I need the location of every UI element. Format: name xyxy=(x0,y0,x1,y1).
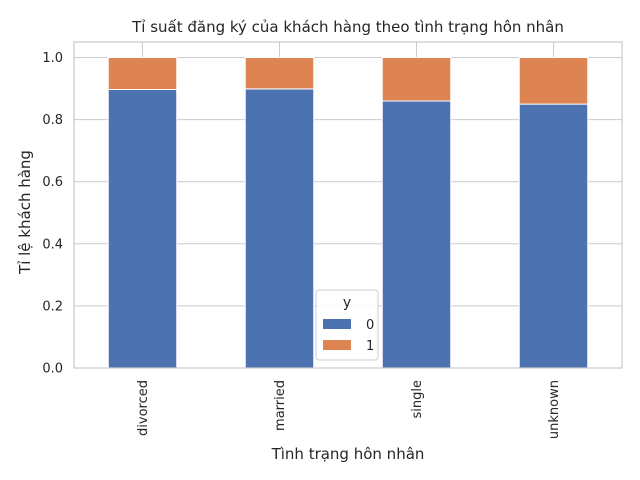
y-axis-title: Tỉ lệ khách hàng xyxy=(16,150,34,275)
bar-married-series-0 xyxy=(244,88,315,369)
y-tick-labels: 0.0 0.2 0.4 0.6 0.8 1.0 xyxy=(42,51,63,376)
axes-frame xyxy=(73,41,623,369)
legend-swatch-series-0 xyxy=(323,319,351,329)
y-tick-label: 0.0 xyxy=(42,362,63,377)
x-tick-label-married: married xyxy=(273,380,288,431)
bar-unknown-series-1 xyxy=(518,57,589,105)
x-axis-title: Tình trạng hôn nhân xyxy=(271,445,425,463)
legend-title: y xyxy=(343,295,351,311)
y-tick-label: 1.0 xyxy=(42,51,63,66)
x-tick-label-unknown: unknown xyxy=(547,380,562,439)
bar-single-series-1 xyxy=(381,57,452,102)
bar-single-series-0 xyxy=(381,100,452,369)
y-tick-label: 0.6 xyxy=(42,175,63,190)
x-tick-label-single: single xyxy=(410,380,425,419)
bar-divorced-series-0 xyxy=(107,89,178,369)
legend-label-series-0: 0 xyxy=(366,318,374,333)
y-tick-label: 0.2 xyxy=(42,299,63,314)
bar-married-series-1 xyxy=(244,57,315,90)
bar-divorced-series-1 xyxy=(107,57,178,91)
y-tick-label: 0.4 xyxy=(42,237,63,252)
y-tick-label: 0.8 xyxy=(42,113,63,128)
chart-title: Tỉ suất đăng ký của khách hàng theo tình… xyxy=(131,18,564,36)
x-tick-label-divorced: divorced xyxy=(136,380,151,436)
bar-unknown-series-0 xyxy=(518,103,589,369)
legend-swatch-series-1 xyxy=(323,340,351,350)
x-tick-labels: divorced married single unknown xyxy=(136,380,562,439)
plot-frame xyxy=(73,41,623,369)
legend: y 0 1 xyxy=(315,289,379,361)
legend-label-series-1: 1 xyxy=(366,339,374,354)
